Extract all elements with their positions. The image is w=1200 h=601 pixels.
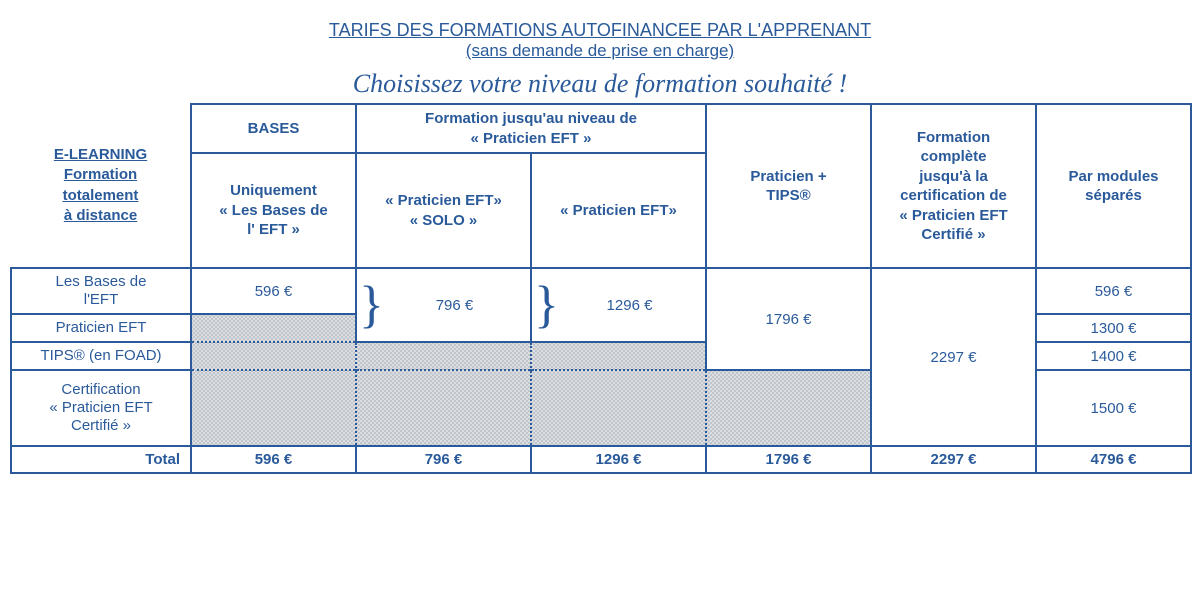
col-head-modules: Par modulesséparés: [1036, 104, 1191, 268]
total-label: Total: [11, 446, 191, 473]
shaded-cell: [191, 370, 356, 446]
shaded-cell: [706, 370, 871, 446]
shaded-cell: [191, 342, 356, 370]
pricing-table: E-LEARNINGFormationtotalementà distance …: [10, 103, 1192, 474]
total-c6: 4796 €: [1036, 446, 1191, 473]
price-modules-r2: 1300 €: [1036, 314, 1191, 342]
shaded-cell: [191, 314, 356, 342]
shaded-cell: [531, 342, 706, 370]
col-head-praticien: « Praticien EFT»: [531, 153, 706, 268]
row-header-main: E-LEARNINGFormationtotalementà distance: [11, 104, 191, 268]
brace-icon: }: [359, 289, 384, 320]
total-c3: 1296 €: [531, 446, 706, 473]
price-solo: } 796 €: [356, 268, 531, 342]
price-modules-r3: 1400 €: [1036, 342, 1191, 370]
shaded-cell: [356, 370, 531, 446]
price-complete: 2297 €: [871, 268, 1036, 446]
price-bases-r1: 596 €: [191, 268, 356, 314]
col-group-bases: BASES: [191, 104, 356, 153]
total-c1: 596 €: [191, 446, 356, 473]
row-label-bases: Les Bases del'EFT: [11, 268, 191, 314]
price-modules-r1: 596 €: [1036, 268, 1191, 314]
col-head-complete: Formationcomplètejusqu'à lacertification…: [871, 104, 1036, 268]
total-c4: 1796 €: [706, 446, 871, 473]
price-tips: 1796 €: [706, 268, 871, 370]
price-praticien: } 1296 €: [531, 268, 706, 342]
col-head-bases-sub: Uniquement« Les Bases del' EFT »: [191, 153, 356, 268]
shaded-cell: [531, 370, 706, 446]
header-block: TARIFS DES FORMATIONS AUTOFINANCEE PAR L…: [10, 20, 1190, 61]
row-label-tips: TIPS® (en FOAD): [11, 342, 191, 370]
total-c5: 2297 €: [871, 446, 1036, 473]
page-subtitle: (sans demande de prise en charge): [10, 41, 1190, 61]
col-group-praticien: Formation jusqu'au niveau de« Praticien …: [356, 104, 706, 153]
col-head-tips: Praticien +TIPS®: [706, 104, 871, 268]
price-solo-value: 796 €: [436, 297, 474, 314]
row-label-praticien: Praticien EFT: [11, 314, 191, 342]
price-praticien-value: 1296 €: [607, 297, 653, 314]
tagline: Choisissez votre niveau de formation sou…: [10, 69, 1190, 99]
total-c2: 796 €: [356, 446, 531, 473]
row-label-certification: Certification« Praticien EFTCertifié »: [11, 370, 191, 446]
page-title: TARIFS DES FORMATIONS AUTOFINANCEE PAR L…: [10, 20, 1190, 41]
total-row: Total 596 € 796 € 1296 € 1796 € 2297 € 4…: [11, 446, 1191, 473]
shaded-cell: [356, 342, 531, 370]
brace-icon: }: [534, 289, 559, 320]
col-head-solo: « Praticien EFT»« SOLO »: [356, 153, 531, 268]
price-modules-r4: 1500 €: [1036, 370, 1191, 446]
